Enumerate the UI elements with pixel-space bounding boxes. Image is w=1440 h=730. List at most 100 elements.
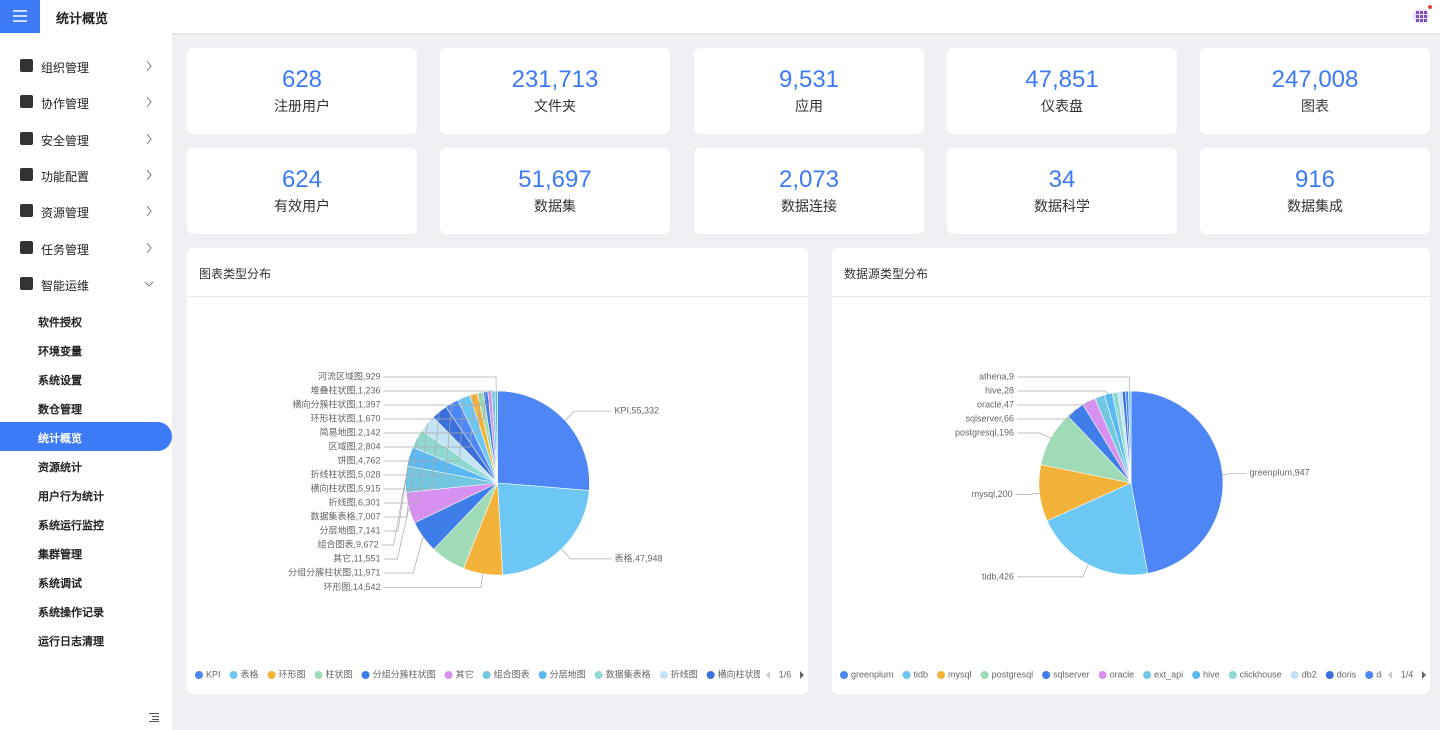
chart: 数据源类型分布 greenplum,947 athena,9 hive,28 oracl…	[832, 266, 1430, 679]
legend-prev[interactable]	[1388, 671, 1392, 679]
label-line	[383, 507, 410, 560]
menu-label: 安全管理	[41, 133, 90, 148]
menu-item[interactable]: 任务管理	[0, 238, 172, 258]
chevron	[146, 169, 152, 181]
menu-icon	[20, 131, 33, 145]
label-line	[383, 438, 418, 518]
legend-label: postgresql	[992, 669, 1034, 679]
legend: greenplum tidb mysql postgresql sqlserver ora…	[840, 669, 1409, 679]
legend-swatch	[314, 671, 323, 679]
menu-item[interactable]: 安全管理	[0, 129, 172, 149]
submenu-label: 系统运行监控	[38, 520, 104, 532]
submenu-label: 系统调试	[38, 578, 82, 590]
chevron	[146, 242, 152, 253]
label-line	[1017, 390, 1109, 395]
submenu-item[interactable]: 系统调试	[0, 567, 172, 596]
legend-next[interactable]	[800, 671, 804, 679]
slice-label: 分组分簇柱状图,11,971	[288, 566, 380, 577]
slice-label: 环形柱状图,1,670	[310, 412, 380, 423]
slice-label: 堆叠柱状图,1,236	[310, 384, 380, 395]
label-line	[383, 394, 475, 448]
slice-label: 分层地图,7,141	[319, 524, 380, 535]
legend-swatch	[538, 671, 547, 679]
stat-value: 628	[281, 66, 323, 93]
slice-label: sqlserver,66	[965, 413, 1014, 423]
stat-card: 624 有效用户	[187, 148, 417, 234]
legend-label: 柱状图	[326, 668, 353, 679]
legend-swatch	[659, 671, 668, 679]
slice-label: postgresql,196	[955, 427, 1014, 437]
slice-label: 横向分簇柱状图,1,397	[292, 398, 380, 409]
slice-label: 区域图,2,804	[328, 440, 380, 451]
stat-label: 文件夹	[534, 98, 576, 114]
menu-item[interactable]: 协作管理	[0, 92, 172, 112]
menu-icon	[20, 167, 33, 181]
stat-label: 仪表盘	[1041, 98, 1083, 114]
submenu-label: 系统设置	[38, 375, 82, 387]
submenu-item[interactable]: 软件授权	[0, 306, 172, 335]
legend-swatch	[1143, 671, 1152, 679]
submenu-item[interactable]: 环境变量	[0, 335, 172, 364]
label-line	[1015, 492, 1040, 496]
legend-swatch	[980, 671, 989, 679]
label-line	[564, 410, 612, 421]
slice-label: 折线柱状图,5,028	[310, 468, 380, 479]
submenu-item[interactable]: 资源统计	[0, 451, 172, 480]
chevron	[146, 205, 152, 217]
legend-prev[interactable]	[766, 671, 770, 679]
legend-swatch	[267, 671, 276, 679]
submenu-item[interactable]: 运行日志清理	[0, 625, 172, 654]
pie-slice	[1130, 390, 1224, 574]
stat-value: 47,851	[1025, 66, 1099, 93]
legend-swatch	[195, 671, 203, 679]
label-line	[383, 573, 484, 588]
menu-toggle[interactable]	[0, 0, 40, 33]
submenu-item[interactable]: 系统运行监控	[0, 509, 172, 538]
legend-label: dameng	[1376, 669, 1409, 679]
pie-slice	[497, 482, 590, 576]
submenu-item[interactable]: 系统设置	[0, 364, 172, 393]
menu-item[interactable]: 功能配置	[0, 165, 172, 185]
submenu-label: 软件授权	[38, 317, 82, 329]
submenu-item[interactable]: 用户行为统计	[0, 480, 172, 509]
menu-item[interactable]: 资源管理	[0, 201, 172, 221]
stat-label: 数据集成	[1287, 198, 1343, 214]
submenu-item[interactable]: 数仓管理	[0, 393, 172, 422]
legend-swatch	[594, 671, 603, 679]
legend-label: greenplum	[851, 669, 894, 679]
label-line	[383, 403, 453, 476]
stat-value: 9,531	[778, 66, 840, 93]
chevron	[146, 96, 152, 108]
menu-icon	[20, 240, 33, 254]
legend-swatch	[1290, 671, 1299, 679]
stat-value: 231,713	[511, 66, 599, 93]
app-icon[interactable]	[1410, 4, 1434, 28]
stat-card: 51,697 数据集	[440, 148, 670, 234]
menu-label: 任务管理	[41, 242, 90, 257]
legend-label: sqlserver	[1053, 669, 1090, 679]
legend-swatch	[1042, 671, 1051, 679]
collapse-icon[interactable]	[148, 712, 160, 722]
submenu-label: 运行日志清理	[38, 636, 104, 648]
menu-icon	[20, 204, 33, 218]
submenu-item[interactable]: 系统操作记录	[0, 596, 172, 625]
label-line	[383, 392, 481, 434]
menu-item[interactable]: 智能运维	[0, 274, 172, 294]
menu-item[interactable]: 组织管理	[0, 56, 172, 76]
stat-card: 34 数据科学	[947, 148, 1177, 234]
submenu-item[interactable]: 统计概览	[0, 422, 172, 451]
legend-label: 分层地图	[550, 668, 586, 679]
slice-label: tidb,426	[982, 571, 1014, 581]
menu-icon	[20, 59, 33, 72]
slice-label: 数据集表格,7,007	[310, 510, 380, 521]
legend-label: clickhouse	[1240, 669, 1282, 679]
menu-icon	[20, 276, 33, 290]
stat-label: 图表	[1301, 98, 1329, 114]
legend-swatch	[1228, 671, 1237, 679]
legend-swatch	[1325, 671, 1334, 679]
submenu-item[interactable]: 集群管理	[0, 538, 172, 567]
stat-card: 231,713 文件夹	[440, 48, 670, 134]
legend-label: 数据集表格	[606, 668, 651, 679]
legend-next[interactable]	[1422, 671, 1426, 679]
legend-label: 组合图表	[494, 668, 530, 679]
